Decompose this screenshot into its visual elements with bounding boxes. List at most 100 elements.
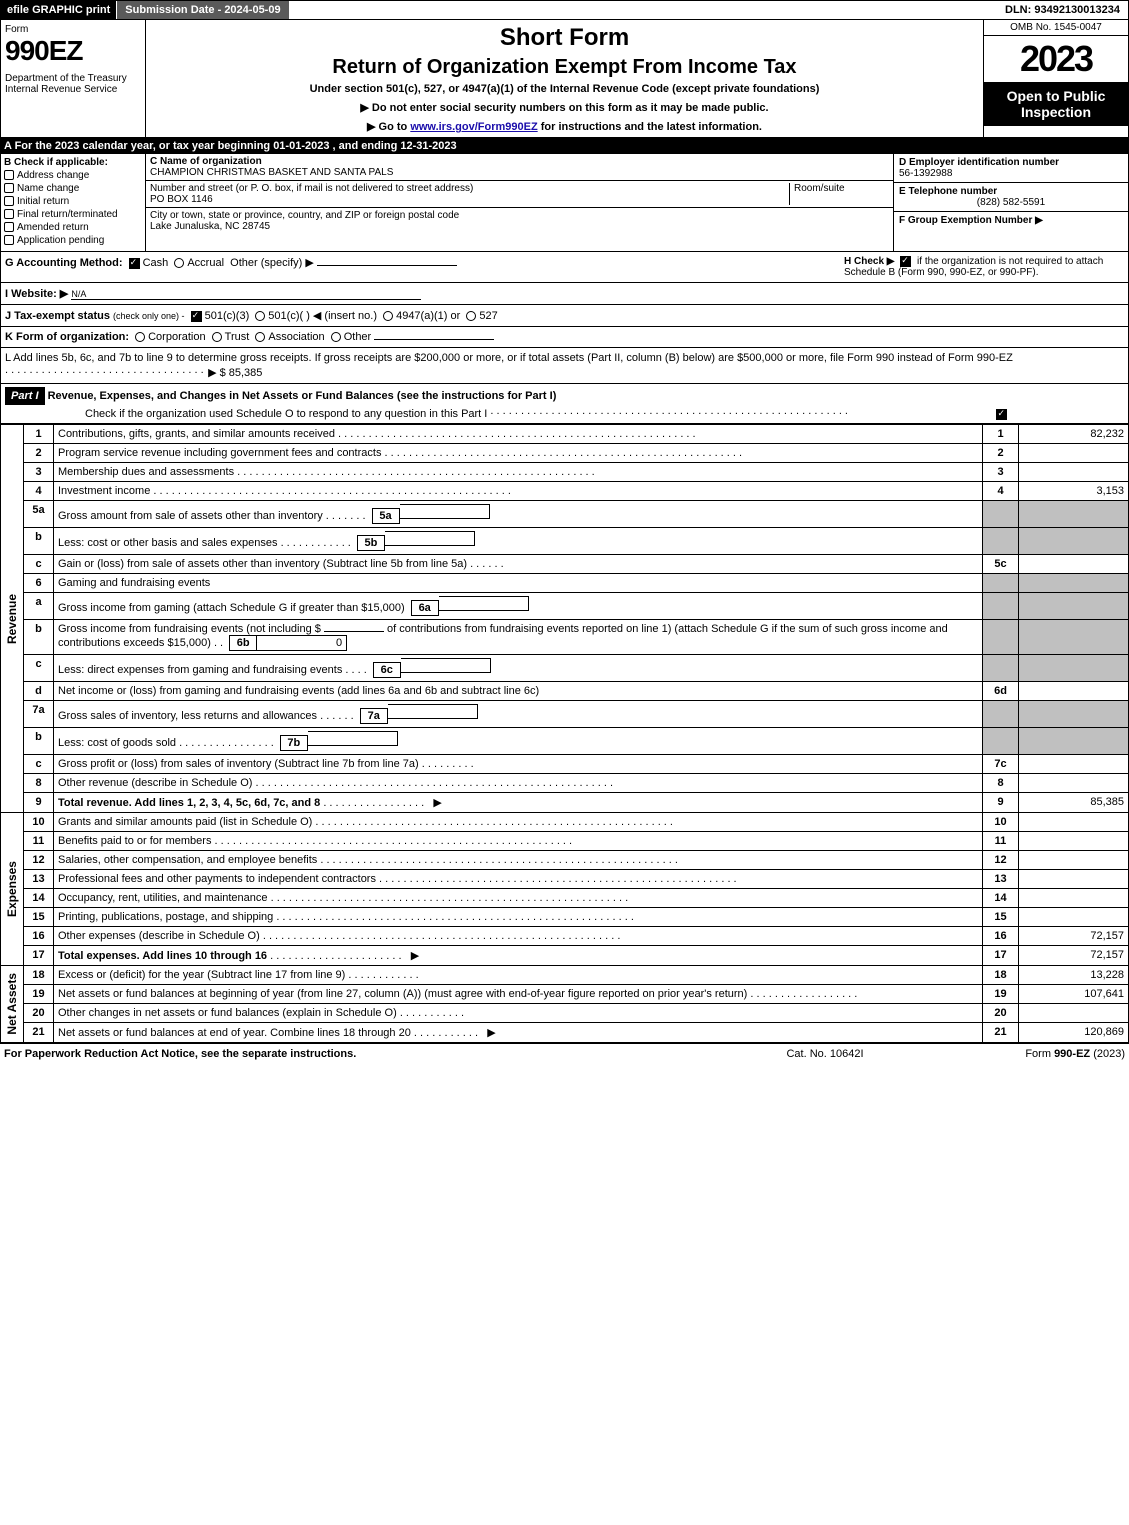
- instruction-ssn: ▶ Do not enter social security numbers o…: [150, 101, 979, 114]
- line-9: 9Total revenue. Add lines 1, 2, 3, 4, 5c…: [1, 793, 1129, 813]
- box-b-label: B Check if applicable:: [4, 157, 142, 168]
- opt-cash: Cash: [143, 257, 169, 269]
- line-14-desc: Occupancy, rent, utilities, and maintena…: [58, 892, 628, 904]
- line-20: 20Other changes in net assets or fund ba…: [1, 1004, 1129, 1023]
- line-6b-desc1: Gross income from fundraising events (no…: [58, 623, 321, 635]
- tel-value: (828) 582-5591: [899, 197, 1123, 208]
- line-2-desc: Program service revenue including govern…: [58, 447, 742, 459]
- checkbox-schedule-b[interactable]: [900, 256, 911, 267]
- checkbox-corporation[interactable]: [135, 332, 145, 342]
- checkbox-501c3[interactable]: [191, 311, 202, 322]
- line-2: 2Program service revenue including gover…: [1, 444, 1129, 463]
- short-form-title: Short Form: [150, 24, 979, 52]
- line-12: 12Salaries, other compensation, and empl…: [1, 851, 1129, 870]
- line-l-amount: ▶ $ 85,385: [208, 367, 262, 379]
- department-label: Department of the Treasury Internal Reve…: [5, 73, 141, 95]
- top-bar: efile GRAPHIC print Submission Date - 20…: [0, 0, 1129, 20]
- footer: For Paperwork Reduction Act Notice, see …: [0, 1043, 1129, 1064]
- line-6: 6Gaming and fundraising events: [1, 574, 1129, 593]
- line-13: 13Professional fees and other payments t…: [1, 870, 1129, 889]
- line-4: 4Investment income43,153: [1, 482, 1129, 501]
- line-3-desc: Membership dues and assessments: [58, 466, 595, 478]
- line-8: 8Other revenue (describe in Schedule O)8: [1, 774, 1129, 793]
- sub-6b: 6b: [229, 635, 257, 651]
- irs-link[interactable]: www.irs.gov/Form990EZ: [410, 121, 537, 133]
- info-grid: B Check if applicable: Address change Na…: [0, 154, 1129, 252]
- checkbox-application-pending[interactable]: [4, 235, 14, 245]
- sub-6c: 6c: [373, 662, 401, 678]
- line-16: 16Other expenses (describe in Schedule O…: [1, 927, 1129, 946]
- checkbox-cash[interactable]: [129, 258, 140, 269]
- line-21-desc: Net assets or fund balances at end of ye…: [58, 1027, 411, 1039]
- line-17: 17Total expenses. Add lines 10 through 1…: [1, 946, 1129, 966]
- line-17-amount: 72,157: [1019, 946, 1129, 966]
- checkbox-trust[interactable]: [212, 332, 222, 342]
- checkbox-address-change[interactable]: [4, 170, 14, 180]
- checkbox-final-return[interactable]: [4, 209, 14, 219]
- sidecat-netassets: Net Assets: [5, 973, 19, 1035]
- box-c: C Name of organization CHAMPION CHRISTMA…: [146, 154, 893, 251]
- line-6d: dNet income or (loss) from gaming and fu…: [1, 682, 1129, 701]
- group-exemption-label: F Group Exemption Number ▶: [899, 215, 1043, 226]
- line-19-amount: 107,641: [1019, 985, 1129, 1004]
- footer-left: For Paperwork Reduction Act Notice, see …: [4, 1048, 725, 1060]
- line-5c-desc: Gain or (loss) from sale of assets other…: [58, 558, 467, 570]
- line-7b-desc: Less: cost of goods sold: [58, 737, 176, 749]
- checkbox-association[interactable]: [255, 332, 265, 342]
- line-7a: 7aGross sales of inventory, less returns…: [1, 701, 1129, 728]
- sub-7a: 7a: [360, 708, 388, 724]
- street-label: Number and street (or P. O. box, if mail…: [150, 183, 473, 194]
- line-6c: cLess: direct expenses from gaming and f…: [1, 655, 1129, 682]
- opt-trust: Trust: [225, 331, 250, 343]
- checkbox-4947[interactable]: [383, 311, 393, 321]
- line-h-label: H Check ▶: [844, 256, 894, 267]
- opt-4947: 4947(a)(1) or: [396, 310, 460, 322]
- checkbox-501c[interactable]: [255, 311, 265, 321]
- checkbox-accrual[interactable]: [174, 258, 184, 268]
- instruction-link-line: ▶ Go to www.irs.gov/Form990EZ for instru…: [150, 120, 979, 133]
- opt-name-change: Name change: [17, 183, 79, 194]
- line-l: L Add lines 5b, 6c, and 7b to line 9 to …: [0, 348, 1129, 384]
- ein-value: 56-1392988: [899, 168, 952, 179]
- under-section: Under section 501(c), 527, or 4947(a)(1)…: [150, 83, 979, 95]
- opt-other: Other: [344, 331, 372, 343]
- return-title: Return of Organization Exempt From Incom…: [150, 56, 979, 79]
- opt-corporation: Corporation: [148, 331, 205, 343]
- form-of-org-label: K Form of organization:: [5, 331, 129, 343]
- footer-right: Form 990-EZ (2023): [925, 1048, 1125, 1060]
- line-18-desc: Excess or (deficit) for the year (Subtra…: [58, 969, 345, 981]
- line-6a: aGross income from gaming (attach Schedu…: [1, 593, 1129, 620]
- city-label: City or town, state or province, country…: [150, 210, 459, 221]
- opt-accrual: Accrual: [187, 257, 224, 269]
- line-21: 21Net assets or fund balances at end of …: [1, 1023, 1129, 1043]
- sidecat-revenue: Revenue: [5, 594, 19, 644]
- line-3: 3Membership dues and assessments3: [1, 463, 1129, 482]
- line-19-desc: Net assets or fund balances at beginning…: [58, 988, 747, 1000]
- website-label: I Website: ▶: [5, 288, 68, 300]
- opt-other-specify: Other (specify) ▶: [230, 257, 314, 269]
- tax-exempt-label: J Tax-exempt status: [5, 310, 110, 322]
- line-16-amount: 72,157: [1019, 927, 1129, 946]
- line-9-amount: 85,385: [1019, 793, 1129, 813]
- checkbox-initial-return[interactable]: [4, 196, 14, 206]
- checkbox-527[interactable]: [466, 311, 476, 321]
- form-number: 990EZ: [5, 35, 141, 67]
- checkbox-schedule-o[interactable]: [996, 409, 1007, 420]
- line-i: I Website: ▶ N/A: [0, 283, 1129, 305]
- line-12-desc: Salaries, other compensation, and employ…: [58, 854, 678, 866]
- checkbox-other[interactable]: [331, 332, 341, 342]
- checkbox-name-change[interactable]: [4, 183, 14, 193]
- line-7c: cGross profit or (loss) from sales of in…: [1, 755, 1129, 774]
- website-value: N/A: [71, 289, 421, 300]
- footer-center: Cat. No. 10642I: [725, 1048, 925, 1060]
- line-5b-desc: Less: cost or other basis and sales expe…: [58, 537, 278, 549]
- line-11: 11Benefits paid to or for members11: [1, 832, 1129, 851]
- org-name: CHAMPION CHRISTMAS BASKET AND SANTA PALS: [150, 167, 393, 178]
- box-def: D Employer identification number 56-1392…: [893, 154, 1128, 251]
- line-5a-desc: Gross amount from sale of assets other t…: [58, 510, 323, 522]
- street-value: PO BOX 1146: [150, 194, 213, 205]
- line-10-desc: Grants and similar amounts paid (list in…: [58, 816, 673, 828]
- line-11-desc: Benefits paid to or for members: [58, 835, 572, 847]
- checkbox-amended-return[interactable]: [4, 222, 14, 232]
- line-5b: bLess: cost or other basis and sales exp…: [1, 528, 1129, 555]
